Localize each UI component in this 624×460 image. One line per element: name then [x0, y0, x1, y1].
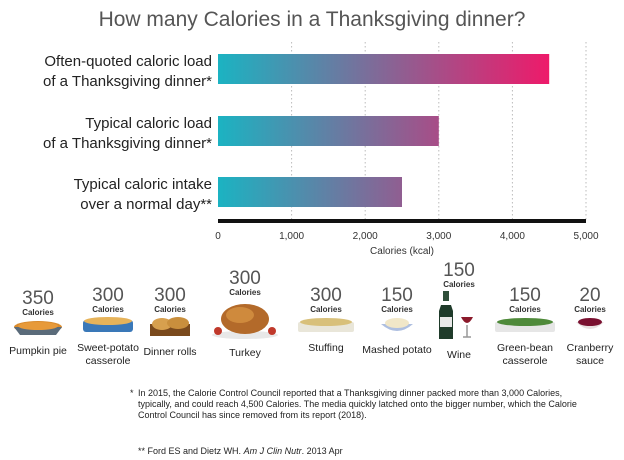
food-calories-unit: Calories	[381, 305, 413, 314]
food-calories-unit: Calories	[92, 305, 124, 314]
food-calories-value: 300	[229, 268, 261, 289]
food-calories-unit: Calories	[509, 305, 541, 314]
mashed-potato-icon	[357, 316, 437, 341]
food-name: Sweet-potato casserole	[77, 342, 139, 367]
food-calories-unit: Calories	[310, 305, 342, 314]
food-calories-value: 20	[579, 285, 601, 306]
category-label: Typical caloric intake	[74, 176, 212, 193]
food-name: Mashed potato	[362, 344, 432, 356]
category-label: of a Thanksgiving dinner*	[43, 135, 212, 152]
food-calories-unit: Calories	[22, 308, 54, 317]
food-calories-value: 150	[443, 260, 475, 281]
food-name: Wine	[447, 349, 471, 361]
food-name: Cranberry sauce	[566, 342, 614, 367]
bar	[218, 54, 550, 84]
category-label: Often-quoted caloric load	[44, 53, 212, 70]
chart-title: How many Calories in a Thanksgiving dinn…	[98, 8, 526, 31]
food-calories-value: 300	[154, 285, 186, 306]
bar-chart: Often-quoted caloric load of a Thanksgivi…	[43, 42, 599, 257]
category-label: Typical caloric load	[85, 115, 212, 132]
food-calories-value: 350	[22, 288, 54, 309]
bar	[218, 116, 439, 146]
footnote-marker: **	[138, 446, 146, 456]
reference-date: . 2013 Apr	[301, 446, 343, 456]
dinner-rolls-icon	[130, 316, 210, 343]
food-name: Dinner rolls	[143, 346, 197, 358]
stuffing-icon	[286, 316, 366, 339]
food-name: Green-bean casserole	[496, 342, 554, 367]
food-item: 20 Calories Cranberry sauce	[550, 285, 624, 368]
tick-label: 5,000	[573, 231, 598, 242]
tick-label: 1,000	[279, 231, 304, 242]
footnote-1-text: In 2015, the Calorie Control Council rep…	[138, 388, 577, 420]
food-item: 300 Calories Turkey	[205, 268, 285, 360]
bar	[218, 177, 402, 207]
food-name: Turkey	[229, 347, 261, 359]
green-bean-casserole-icon	[485, 316, 565, 339]
food-calories-value: 150	[509, 285, 541, 306]
sweet-potato-casserole-icon	[68, 316, 148, 339]
tick-label: 4,000	[500, 231, 525, 242]
tick-label: 2,000	[353, 231, 378, 242]
wine-icon	[419, 291, 499, 346]
category-label: over a normal day**	[80, 196, 212, 213]
food-calories-value: 150	[381, 285, 413, 306]
food-name: Stuffing	[308, 342, 344, 354]
cranberry-sauce-icon	[550, 316, 624, 339]
footnote-marker: *	[130, 388, 134, 398]
food-calories-unit: Calories	[154, 305, 186, 314]
food-name: Pumpkin pie	[9, 345, 67, 357]
pumpkin-pie-icon	[0, 319, 78, 342]
tick-label: 3,000	[426, 231, 451, 242]
reference-authors: Ford ES and Dietz WH.	[147, 446, 242, 456]
food-item: 150 Calories Wine	[419, 260, 499, 362]
footnote-1: * In 2015, the Calorie Control Council r…	[130, 388, 598, 421]
footnote-2: ** Ford ES and Dietz WH. Am J Clin Nutr.…	[138, 446, 343, 456]
food-item: 300 Calories Dinner rolls	[130, 285, 210, 359]
food-item: 150 Calories Green-bean casserole	[485, 285, 565, 368]
turkey-icon	[205, 299, 285, 344]
food-calories-unit: Calories	[229, 288, 261, 297]
reference-journal: Am J Clin Nutr	[243, 446, 302, 456]
food-item: 350 Calories Pumpkin pie	[0, 288, 78, 358]
food-calories-value: 300	[92, 285, 124, 306]
x-axis-label: Calories (kcal)	[370, 246, 434, 257]
category-label: of a Thanksgiving dinner*	[43, 73, 212, 90]
food-item: 300 Calories Sweet-potato casserole	[68, 285, 148, 368]
food-calories-value: 300	[310, 285, 342, 306]
food-calories-unit: Calories	[574, 305, 606, 314]
food-item: 300 Calories Stuffing	[286, 285, 366, 355]
food-calories-unit: Calories	[443, 280, 475, 289]
food-item: 150 Calories Mashed potato	[357, 285, 437, 357]
tick-label: 0	[215, 231, 221, 242]
